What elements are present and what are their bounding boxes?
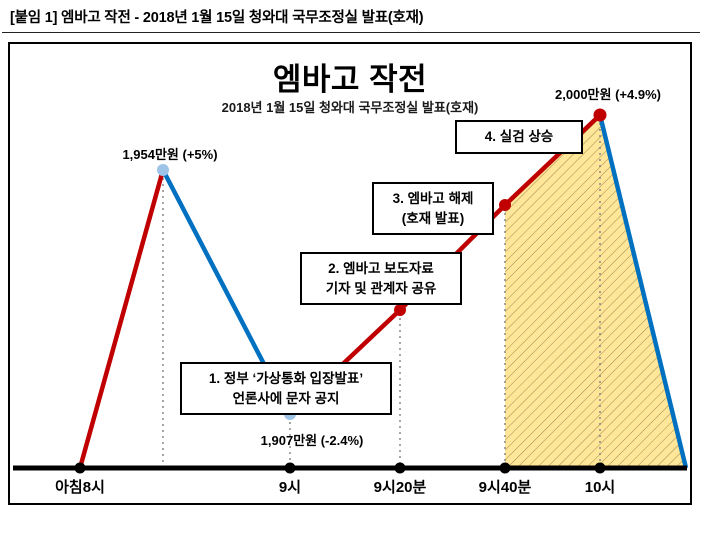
peak1-dot (157, 164, 169, 176)
axis-tick-dots (74, 462, 606, 474)
x-tick-label-9: 9시 (278, 479, 302, 496)
peak2-value-label: 2,000만원 (+4.9%) (555, 87, 661, 102)
highlight-region (505, 115, 686, 468)
annotation-2-line1: 2. 엠바고 보도자료 (328, 261, 434, 276)
guide-lines (162, 117, 601, 465)
annotation-3-line2: (호재 발표) (401, 210, 465, 226)
point3-dot (499, 199, 511, 211)
fall-line-2 (597, 114, 689, 469)
chart-area: 엠바고 작전 2018년 1월 15일 청와대 국무조정실 발표(호재) 1,9… (10, 44, 690, 503)
x-tick-label-10: 10시 (584, 479, 616, 496)
document-header: [붙임 1] 엠바고 작전 - 2018년 1월 15일 청와대 국무조정실 발… (10, 10, 424, 26)
annotation-1-line2: 언론사에 문자 공지 (232, 390, 340, 406)
x-tick-label-8am: 아침8시 (55, 479, 105, 496)
rise-line-1 (77, 169, 166, 469)
annotation-1: 1. 정부 ‘가상통화 입장발표’ 언론사에 문자 공지 (180, 362, 392, 416)
point2-dot (394, 304, 406, 316)
annotation-4-line1: 4. 실검 상승 (484, 129, 554, 144)
x-tick-label-940: 9시40분 (478, 479, 532, 496)
annotation-3: 3. 엠바고 해제 (호재 발표) (372, 182, 494, 236)
peak2-dot (593, 108, 607, 122)
chart-title: 엠바고 작전 (272, 62, 428, 97)
header-rule (2, 32, 700, 33)
peak1-value-label: 1,954만원 (+5%) (122, 147, 218, 162)
annotation-1-line1: 1. 정부 ‘가상통화 입장발표’ (208, 371, 364, 386)
low-value-label: 1,907만원 (-2.4%) (260, 433, 364, 448)
chart-subtitle: 2018년 1월 15일 청와대 국무조정실 발표(호재) (221, 100, 479, 115)
chart-frame: 엠바고 작전 2018년 1월 15일 청와대 국무조정실 발표(호재) 1,9… (8, 42, 692, 505)
annotation-2: 2. 엠바고 보도자료 기자 및 관계자 공유 (300, 252, 462, 306)
x-tick-label-920: 9시20분 (373, 479, 427, 496)
annotation-2-line2: 기자 및 관계자 공유 (325, 280, 437, 296)
annotation-4: 4. 실검 상승 (455, 120, 583, 154)
annotation-3-line1: 3. 엠바고 해제 (392, 191, 474, 206)
